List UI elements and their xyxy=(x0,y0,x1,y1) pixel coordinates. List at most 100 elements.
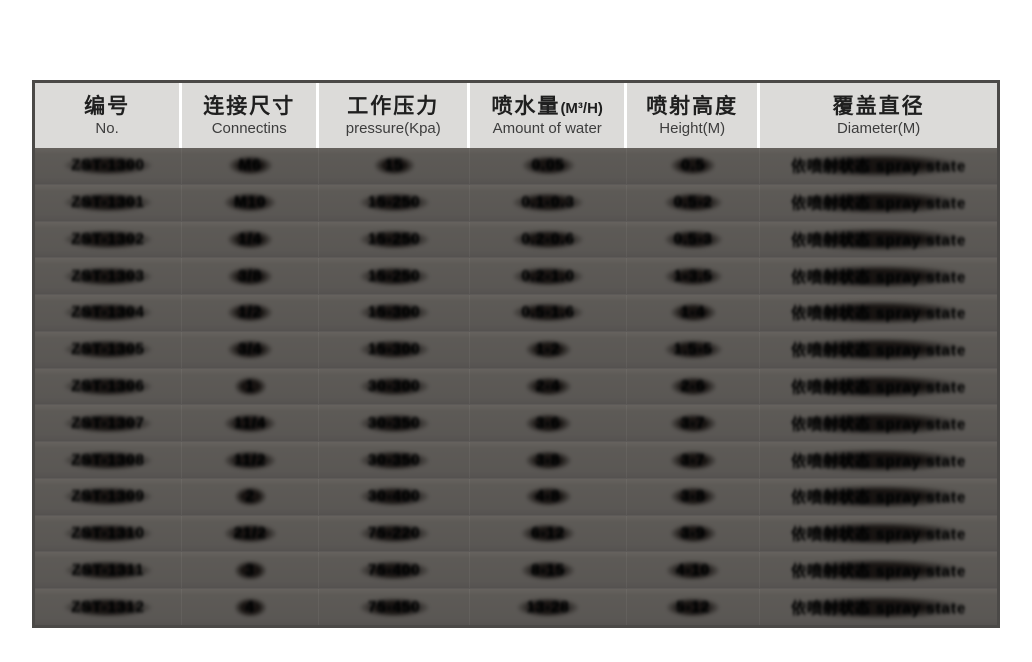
cell-value-height: 3-8 xyxy=(665,485,721,508)
cell-diameter: 依喷射状态 spray state xyxy=(760,589,997,625)
cell-value-water: 3-6 xyxy=(520,412,576,435)
cell-value-height: 3-7 xyxy=(665,412,721,435)
cell-value-no: ZST-1312 xyxy=(56,596,161,619)
cell-diameter: 依喷射状态 spray state xyxy=(760,369,997,405)
column-header-water: 喷水量(M³/H) Amount of water xyxy=(470,83,628,148)
cell-value-water: 0.2-0.6 xyxy=(506,228,591,251)
cell-value-height: 4-10 xyxy=(661,559,726,582)
cell-connection: 3 xyxy=(182,552,320,589)
cell-value-water: 3-8 xyxy=(520,448,576,472)
cell-value-pressure: 15-250 xyxy=(352,191,436,214)
cell-diameter: 依喷射状态 spray state xyxy=(760,332,997,368)
cell-value-height: 1-3.5 xyxy=(658,265,728,288)
cell-value-water: 0.2-1.0 xyxy=(506,265,591,288)
cell-value-connection: 11/2 xyxy=(219,448,282,472)
column-title-zh: 喷射高度 xyxy=(646,95,739,119)
column-title-zh: 喷水量(M³/H) xyxy=(491,95,603,119)
cell-value-height: 1.5-5 xyxy=(658,338,728,361)
cell-value-height: 0.5 xyxy=(666,154,721,177)
cell-value-pressure: 75-220 xyxy=(352,522,436,545)
cell-water: 13-28 xyxy=(470,589,628,625)
cell-height: 0.5 xyxy=(627,148,761,184)
cell-water: 0.1-0.3 xyxy=(470,184,628,221)
column-title-zh: 覆盖直径 xyxy=(832,95,925,119)
cell-connection: 4 xyxy=(182,589,320,625)
cell-value-no: ZST-1303 xyxy=(56,265,161,288)
cell-value-water: 0.1-0.3 xyxy=(506,191,591,214)
cell-no: ZST-1311 xyxy=(35,552,183,589)
cell-value-no: ZST-1309 xyxy=(56,485,161,508)
cell-value-connection: M10 xyxy=(219,191,282,214)
table-row: ZST-1303 3/8 15-250 0.2-1.0 1-3.5 依喷射状态 spray… xyxy=(35,257,997,295)
cell-value-diameter: 依喷射状态 spray state xyxy=(775,263,982,290)
column-title-en: No. xyxy=(95,120,119,138)
cell-diameter: 依喷射状态 spray state xyxy=(760,479,997,515)
cell-pressure: 15-250 xyxy=(319,258,471,295)
cell-diameter: 依喷射状态 spray state xyxy=(760,148,997,184)
cell-value-water: 2-4 xyxy=(520,375,576,398)
column-header-connection: 连接尺寸 Connectins xyxy=(182,83,320,148)
cell-value-diameter: 依喷射状态 spray state xyxy=(775,152,982,179)
column-title-en: pressure(Kpa) xyxy=(345,120,441,138)
cell-no: ZST-1307 xyxy=(35,405,183,442)
cell-value-no: ZST-1305 xyxy=(56,338,161,361)
cell-water: 0.2-0.6 xyxy=(470,221,628,258)
table-row: ZST-1304 1/2 15-300 0.5-1.6 1-4 依喷射状态 spray s… xyxy=(35,294,997,331)
cell-value-no: ZST-1311 xyxy=(56,559,160,582)
cell-value-no: ZST-1307 xyxy=(56,412,161,435)
table-row: ZST-1307 11/4 30-350 3-6 3-7 依喷射状态 spray stat… xyxy=(35,404,997,442)
cell-no: ZST-1302 xyxy=(35,221,183,258)
cell-pressure: 15-300 xyxy=(319,295,471,331)
cell-value-height: 0.5-3 xyxy=(658,228,728,251)
cell-value-pressure: 15-250 xyxy=(352,228,436,251)
cell-diameter: 依喷射状态 spray state xyxy=(760,552,997,588)
cell-connection: M10 xyxy=(182,184,320,221)
cell-height: 3-7 xyxy=(627,442,761,478)
cell-water: 8-15 xyxy=(470,552,628,589)
cell-connection: 11/2 xyxy=(182,442,320,478)
column-header-height: 喷射高度 Height(M) xyxy=(627,83,761,148)
cell-height: 1-3.5 xyxy=(627,258,761,295)
cell-diameter: 依喷射状态 spray state xyxy=(760,516,997,552)
cell-value-water: 6-12 xyxy=(516,522,581,545)
cell-value-connection: 3/8 xyxy=(223,265,278,288)
table-row: ZST-1312 4 75-450 13-28 5-12 依喷射状态 spray stat… xyxy=(35,588,997,625)
column-title-unit: (M³/H) xyxy=(560,100,603,118)
column-title-en: Amount of water xyxy=(492,120,602,138)
cell-height: 0.5-3 xyxy=(627,221,761,258)
table-row: ZST-1301 M10 15-250 0.1-0.3 0.5-2 依喷射状态 spray… xyxy=(35,183,997,221)
cell-value-connection: 3/4 xyxy=(223,338,278,361)
cell-value-diameter: 依喷射状态 spray state xyxy=(775,226,982,253)
cell-value-no: ZST-1308 xyxy=(56,448,161,472)
cell-water: 3-8 xyxy=(470,442,628,478)
table-row: ZST-1300 M6 15 0.05 0.5 依喷射状态 spray state xyxy=(35,148,997,184)
cell-value-pressure: 15 xyxy=(369,154,419,177)
cell-height: 3-8 xyxy=(627,478,761,515)
cell-height: 0.5-2 xyxy=(627,184,761,221)
cell-height: 3-9 xyxy=(627,515,761,552)
cell-value-connection: 3 xyxy=(230,559,270,582)
table-header-row: 编号 No. 连接尺寸 Connectins 工作压力 pressure(Kpa) 喷水量(… xyxy=(35,83,997,148)
cell-pressure: 15-250 xyxy=(319,221,471,258)
cell-diameter: 依喷射状态 spray state xyxy=(760,185,997,221)
cell-diameter: 依喷射状态 spray state xyxy=(760,222,997,258)
cell-value-water: 13-28 xyxy=(511,596,585,619)
cell-no: ZST-1310 xyxy=(35,515,183,552)
cell-connection: 3/4 xyxy=(182,331,320,368)
cell-value-water: 0.05 xyxy=(516,154,580,177)
column-title-en: Height(M) xyxy=(659,120,726,138)
cell-no: ZST-1304 xyxy=(35,295,183,331)
cell-water: 0.05 xyxy=(470,148,628,184)
cell-value-connection: 1/4 xyxy=(223,228,278,251)
cell-value-pressure: 30-300 xyxy=(352,375,436,398)
cell-no: ZST-1308 xyxy=(35,442,183,478)
cell-diameter: 依喷射状态 spray state xyxy=(760,295,997,331)
cell-pressure: 30-300 xyxy=(319,368,471,405)
cell-value-connection: 1 xyxy=(230,375,270,398)
table-row: ZST-1302 1/4 15-250 0.2-0.6 0.5-3 依喷射状态 spray… xyxy=(35,220,997,258)
cell-water: 0.5-1.6 xyxy=(470,295,628,331)
cell-height: 4-10 xyxy=(627,552,761,589)
cell-no: ZST-1303 xyxy=(35,258,183,295)
cell-connection: 1/2 xyxy=(182,295,320,331)
